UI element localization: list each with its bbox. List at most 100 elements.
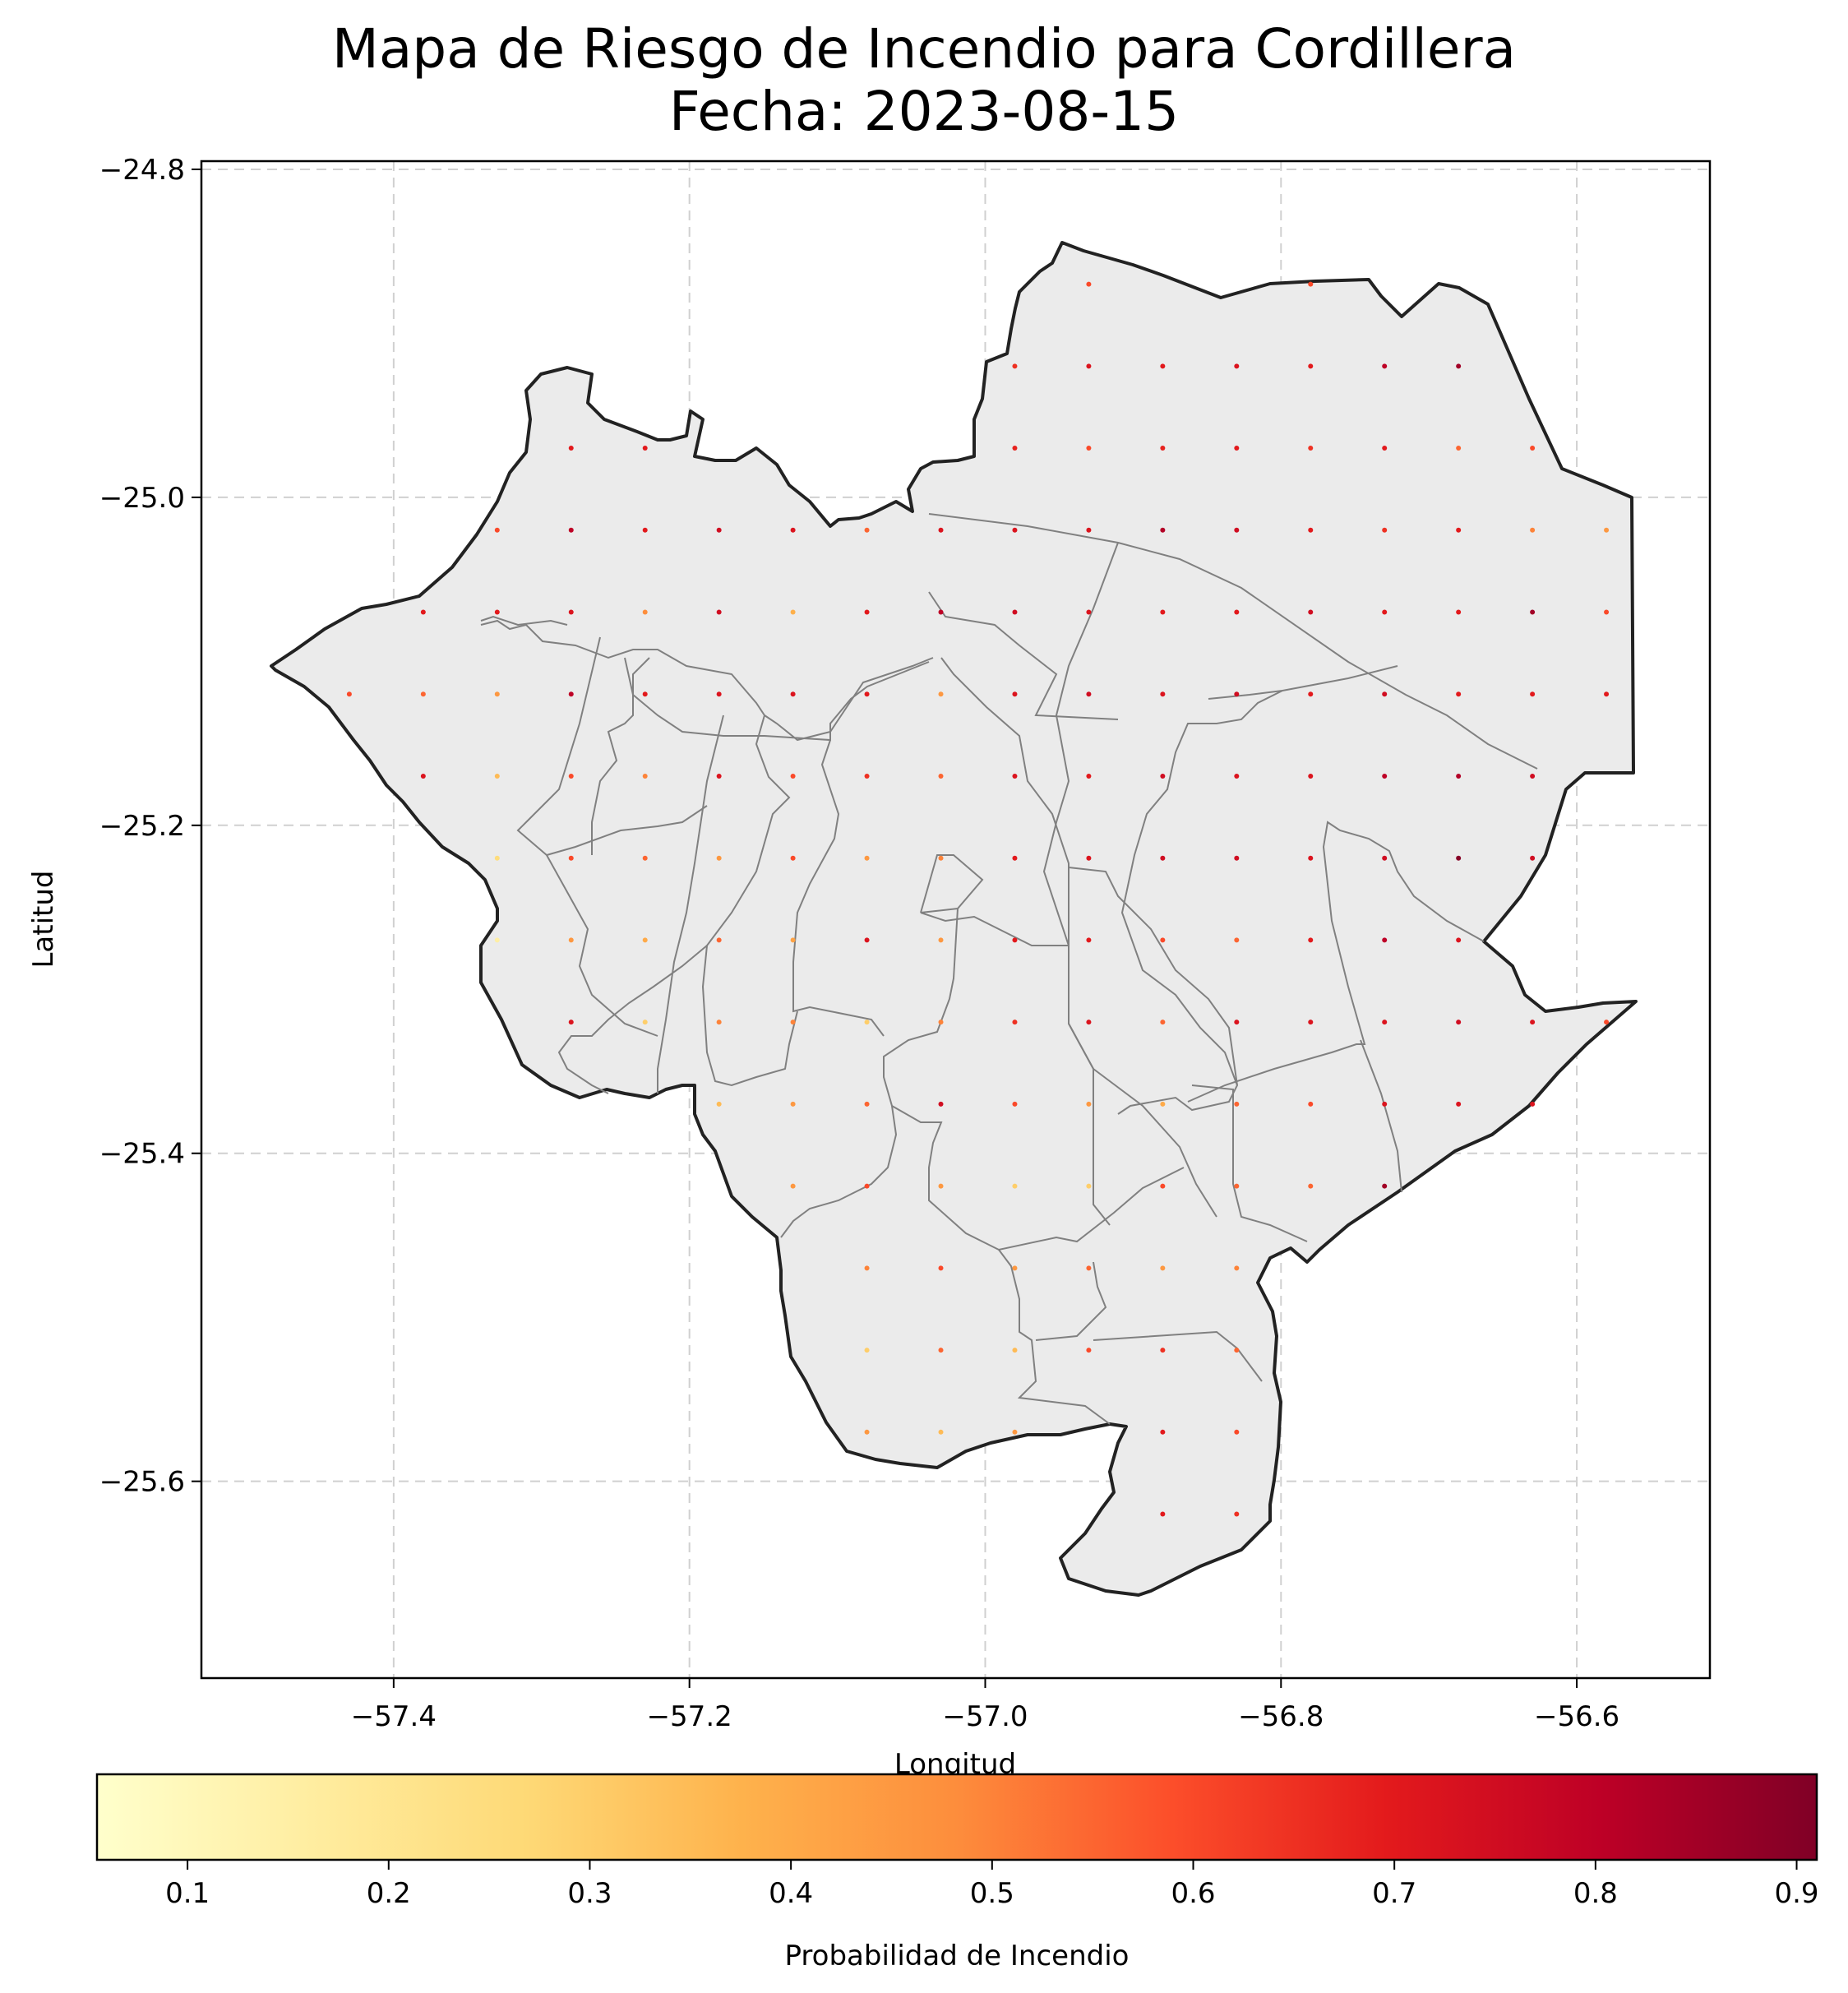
- map-title: Mapa de Riesgo de Incendio para Cordille…: [0, 18, 1848, 143]
- risk-point: [1382, 1183, 1388, 1189]
- x-tick-label: −56.6: [1534, 1700, 1619, 1733]
- risk-point: [716, 855, 722, 861]
- risk-point: [864, 1429, 870, 1435]
- risk-point: [1456, 1020, 1462, 1025]
- risk-point: [1160, 1101, 1166, 1107]
- risk-point: [790, 773, 796, 779]
- colorbar-label: Probabilidad de Incendio: [785, 1940, 1130, 1972]
- district-line: [1068, 867, 1238, 1086]
- risk-point: [716, 527, 722, 533]
- risk-point: [790, 1101, 796, 1107]
- risk-point: [1308, 363, 1314, 369]
- risk-point: [1234, 1020, 1240, 1025]
- risk-point: [1234, 937, 1240, 943]
- district-line: [591, 657, 650, 855]
- risk-point: [716, 937, 722, 943]
- risk-point: [1086, 281, 1092, 287]
- colorbar-gradient: [95, 1773, 1818, 1861]
- risk-point: [1530, 1101, 1536, 1107]
- risk-point: [1012, 1101, 1018, 1107]
- risk-point: [790, 691, 796, 697]
- district-line: [920, 854, 1069, 946]
- risk-point: [1012, 1429, 1018, 1435]
- colorbar-tick-label: 0.2: [367, 1877, 411, 1910]
- risk-point: [1234, 1429, 1240, 1435]
- risk-point: [1382, 855, 1388, 861]
- risk-point: [1530, 446, 1536, 451]
- risk-point: [1012, 363, 1018, 369]
- risk-point: [1160, 691, 1166, 697]
- x-tick-label: −57.4: [351, 1700, 437, 1733]
- colorbar-tick-label: 0.3: [567, 1877, 612, 1910]
- risk-point: [938, 527, 944, 533]
- title-line-1: Mapa de Riesgo de Incendio para Cordille…: [331, 17, 1517, 81]
- risk-point: [716, 691, 722, 697]
- risk-point: [1012, 1265, 1018, 1271]
- district-line: [998, 1249, 1111, 1425]
- risk-point: [1456, 1101, 1462, 1107]
- risk-point: [938, 937, 944, 943]
- risk-point: [864, 691, 870, 697]
- risk-point: [864, 1265, 870, 1271]
- risk-point: [642, 446, 648, 451]
- risk-point: [938, 773, 944, 779]
- risk-point: [568, 1020, 574, 1025]
- risk-point: [1234, 1511, 1240, 1517]
- risk-point: [1086, 446, 1092, 451]
- risk-point: [864, 1101, 870, 1107]
- district-line: [928, 591, 1119, 720]
- risk-point: [494, 691, 500, 697]
- x-tick-label: −57.2: [647, 1700, 732, 1733]
- risk-point: [1308, 773, 1314, 779]
- colorbar-tick-label: 0.5: [970, 1877, 1014, 1910]
- risk-point: [642, 527, 648, 533]
- risk-point: [1012, 855, 1018, 861]
- risk-point: [716, 1101, 722, 1107]
- risk-point: [1086, 1265, 1092, 1271]
- risk-point: [1308, 1101, 1314, 1107]
- risk-point: [420, 691, 426, 697]
- risk-point: [568, 609, 574, 615]
- risk-point: [1308, 855, 1314, 861]
- risk-point: [642, 937, 648, 943]
- district-line: [1117, 690, 1283, 1115]
- risk-point: [494, 937, 500, 943]
- risk-point: [1382, 937, 1388, 943]
- district-line: [701, 714, 798, 1087]
- colorbar-axis: 0.1 0.2 0.3 0.4 0.5 0.6 0.7 0.8 0.9: [165, 1860, 1819, 1910]
- risk-point: [1308, 609, 1314, 615]
- risk-point: [938, 1265, 944, 1271]
- district-line: [657, 714, 724, 1094]
- colorbar-tick-label: 0.6: [1171, 1877, 1215, 1910]
- risk-point: [1382, 527, 1388, 533]
- risk-point: [1530, 1020, 1536, 1025]
- risk-point: [1530, 527, 1536, 533]
- district-line: [557, 945, 708, 1094]
- risk-point: [1160, 773, 1166, 779]
- district-line: [1360, 1039, 1402, 1193]
- risk-point: [864, 609, 870, 615]
- risk-point: [1234, 363, 1240, 369]
- colorbar-tick-label: 0.4: [769, 1877, 813, 1910]
- risk-point: [1234, 1101, 1240, 1107]
- risk-point: [1086, 1020, 1092, 1025]
- risk-point: [864, 937, 870, 943]
- district-line: [624, 657, 930, 742]
- colorbar-tick-label: 0.7: [1372, 1877, 1416, 1910]
- risk-point: [420, 773, 426, 779]
- risk-point: [1234, 855, 1240, 861]
- risk-point: [1160, 527, 1166, 533]
- district-line: [1042, 542, 1217, 1218]
- risk-point: [1308, 937, 1314, 943]
- risk-point: [790, 937, 796, 943]
- risk-point: [1012, 1348, 1018, 1353]
- risk-point: [864, 855, 870, 861]
- risk-point: [642, 773, 648, 779]
- risk-point: [1012, 527, 1018, 533]
- risk-point: [1234, 609, 1240, 615]
- risk-point: [1086, 773, 1092, 779]
- risk-point: [1530, 691, 1536, 697]
- risk-point: [642, 855, 648, 861]
- risk-point: [790, 1020, 796, 1025]
